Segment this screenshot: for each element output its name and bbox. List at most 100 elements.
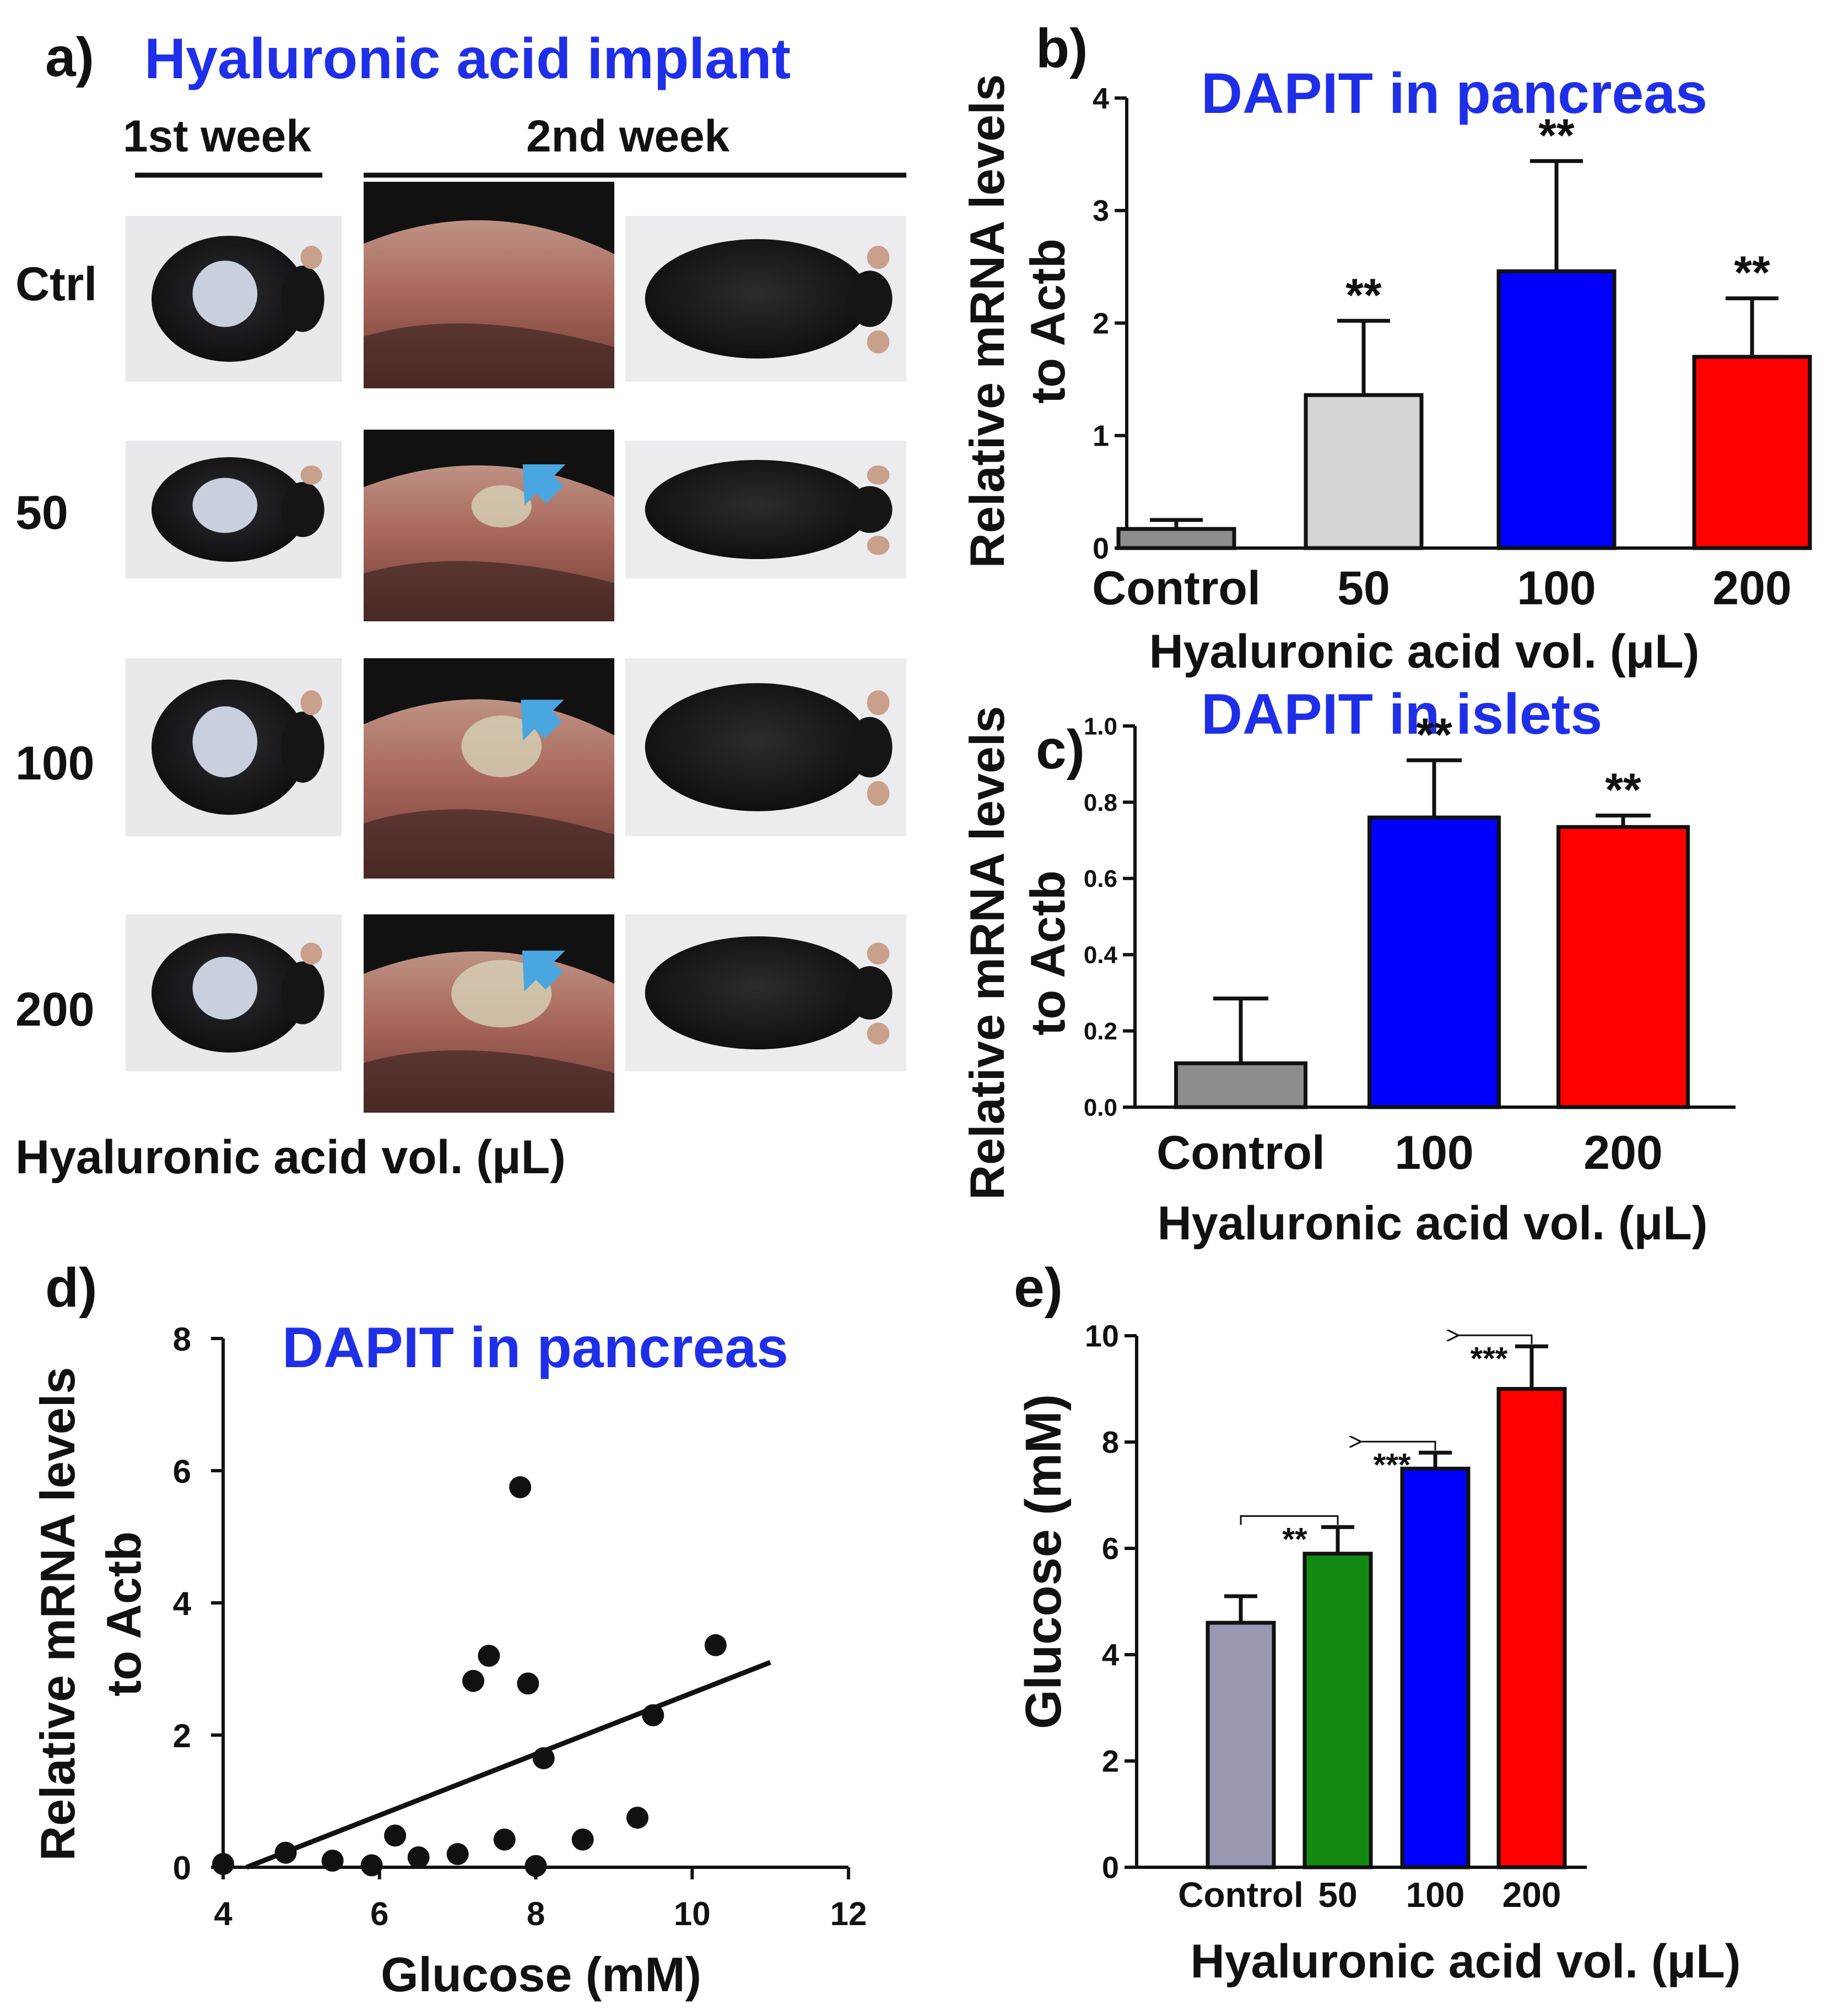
e-y-tick-label: 4 (1102, 1638, 1119, 1672)
d-x-tick-label: 12 (830, 1895, 867, 1932)
e-comparison-label-0: ** (1282, 1521, 1307, 1557)
d-y-tick-label: 6 (173, 1453, 191, 1490)
b-y-tick-label: 4 (1093, 82, 1109, 115)
row-label-200: 200 (15, 983, 95, 1036)
e-category-label-200: 200 (1502, 1875, 1561, 1915)
tissue-photo-row1 (364, 430, 614, 621)
panel-d-letter: d) (45, 1257, 97, 1319)
d-data-point (493, 1828, 516, 1851)
d-data-point (407, 1846, 430, 1868)
d-data-point (446, 1843, 469, 1865)
panel-a-letter: a) (45, 26, 94, 88)
d-data-point (462, 1670, 484, 1692)
e-comparison-arrow-2 (1457, 1335, 1533, 1345)
e-y-tick-label: 2 (1102, 1744, 1119, 1779)
mouse-photo-week2-row0 (625, 216, 906, 382)
row-label-ctrl: Ctrl (15, 258, 97, 311)
panel-b-ylabel: Relative mRNA levels (960, 74, 1014, 568)
c-category-label-100: 100 (1394, 1126, 1474, 1179)
b-category-label-50: 50 (1337, 562, 1390, 615)
c-y-tick-label: 0.4 (1084, 942, 1118, 969)
c-y-tick-label: 0.6 (1084, 865, 1117, 892)
panel-b-title: DAPIT in pancreas (1201, 62, 1707, 126)
d-data-point (384, 1824, 407, 1847)
panel-c-ylabel: Relative mRNA levels (960, 706, 1014, 1200)
mouse-photo-week1-row0 (126, 216, 342, 382)
d-data-point (509, 1476, 532, 1498)
e-category-label-50: 50 (1318, 1875, 1357, 1915)
panel-c-chart: c) DAPIT in islets Relative mRNA levels … (960, 682, 1736, 1250)
row-label-100: 100 (15, 737, 95, 790)
d-y-tick-label: 8 (173, 1321, 191, 1358)
d-x-tick-label: 4 (214, 1895, 233, 1932)
c-bar-200 (1556, 825, 1690, 1109)
b-category-label-200: 200 (1712, 562, 1792, 615)
c-y-tick-label: 0.0 (1084, 1094, 1117, 1121)
d-data-point (360, 1854, 383, 1877)
panel-c-title: DAPIT in islets (1201, 682, 1602, 746)
b-y-tick-label: 0 (1093, 532, 1109, 565)
e-y-tick-label: 6 (1102, 1531, 1119, 1566)
b-y-tick-label: 1 (1093, 420, 1109, 453)
d-y-tick-label: 4 (173, 1585, 192, 1622)
d-y-tick-label: 0 (173, 1850, 191, 1887)
mouse-photo-week1-row3 (126, 914, 342, 1071)
d-data-point (532, 1747, 555, 1769)
b-bar-50 (1304, 393, 1424, 550)
e-comparison-label-1: *** (1374, 1447, 1411, 1483)
c-significance-100: ** (1416, 708, 1452, 760)
b-category-label-100: 100 (1517, 562, 1596, 615)
d-y-tick-label: 2 (173, 1717, 191, 1754)
e-y-tick-label: 0 (1102, 1850, 1119, 1885)
panel-e-ylabel: Glucose (mM) (1015, 1394, 1072, 1729)
e-y-tick-label: 8 (1102, 1425, 1119, 1460)
b-bar-Control (1116, 527, 1236, 550)
b-category-label-Control: Control (1092, 562, 1261, 615)
d-data-point (274, 1841, 297, 1864)
e-comparison-label-2: *** (1471, 1341, 1508, 1376)
e-category-label-Control: Control (1178, 1875, 1304, 1915)
mouse-photo-week1-row1 (126, 441, 342, 578)
e-comparison-bracket-0 (1240, 1515, 1339, 1525)
row-label-50: 50 (15, 486, 68, 539)
c-y-tick-label: 0.8 (1084, 789, 1117, 816)
panel-b-xlabel: Hyaluronic acid vol. (μL) (1149, 625, 1700, 678)
d-data-point (517, 1672, 539, 1695)
panel-b-ylabel2: to Actb (1020, 239, 1075, 404)
panel-b-letter: b) (1036, 18, 1088, 79)
panel-b-chart: b) DAPIT in pancreas Relative mRNA level… (960, 18, 1812, 678)
b-y-tick-label: 2 (1093, 307, 1109, 340)
b-significance-100: ** (1538, 109, 1575, 161)
e-bar-50 (1302, 1552, 1373, 1869)
c-significance-200: ** (1605, 764, 1641, 816)
panel-d-xlabel: Glucose (mM) (381, 1947, 701, 2002)
tissue-photo-row3 (364, 914, 614, 1113)
mouse-photo-week2-row3 (625, 914, 906, 1071)
d-regression-line (245, 1660, 771, 1870)
c-bar-100 (1367, 815, 1501, 1109)
panel-c-ylabel2: to Actb (1020, 870, 1075, 1036)
d-data-point (626, 1807, 648, 1829)
e-comparison-arrow-1 (1360, 1441, 1436, 1451)
c-category-label-Control: Control (1156, 1126, 1325, 1179)
panel-d-ylabel2: to Actb (96, 1531, 151, 1697)
panel-a-xlabel: Hyaluronic acid vol. (μL) (15, 1131, 566, 1184)
tissue-photo-row0 (364, 182, 614, 388)
e-category-label-100: 100 (1406, 1875, 1465, 1915)
e-bar-200 (1496, 1387, 1567, 1869)
mouse-photo-grid (126, 182, 906, 1113)
c-bar-Control (1174, 1061, 1307, 1109)
panel-e-letter: e) (1014, 1257, 1063, 1319)
b-significance-200: ** (1734, 247, 1770, 299)
mouse-photo-week1-row2 (126, 658, 342, 836)
d-data-point (478, 1645, 500, 1667)
c-category-label-200: 200 (1583, 1126, 1663, 1179)
d-data-point (321, 1850, 344, 1872)
panel-e-xlabel: Hyaluronic acid vol. (μL) (1191, 1935, 1741, 1988)
b-y-tick-label: 3 (1093, 194, 1109, 227)
d-data-point (212, 1853, 234, 1875)
e-bar-100 (1400, 1466, 1471, 1869)
d-x-tick-label: 10 (674, 1895, 711, 1932)
